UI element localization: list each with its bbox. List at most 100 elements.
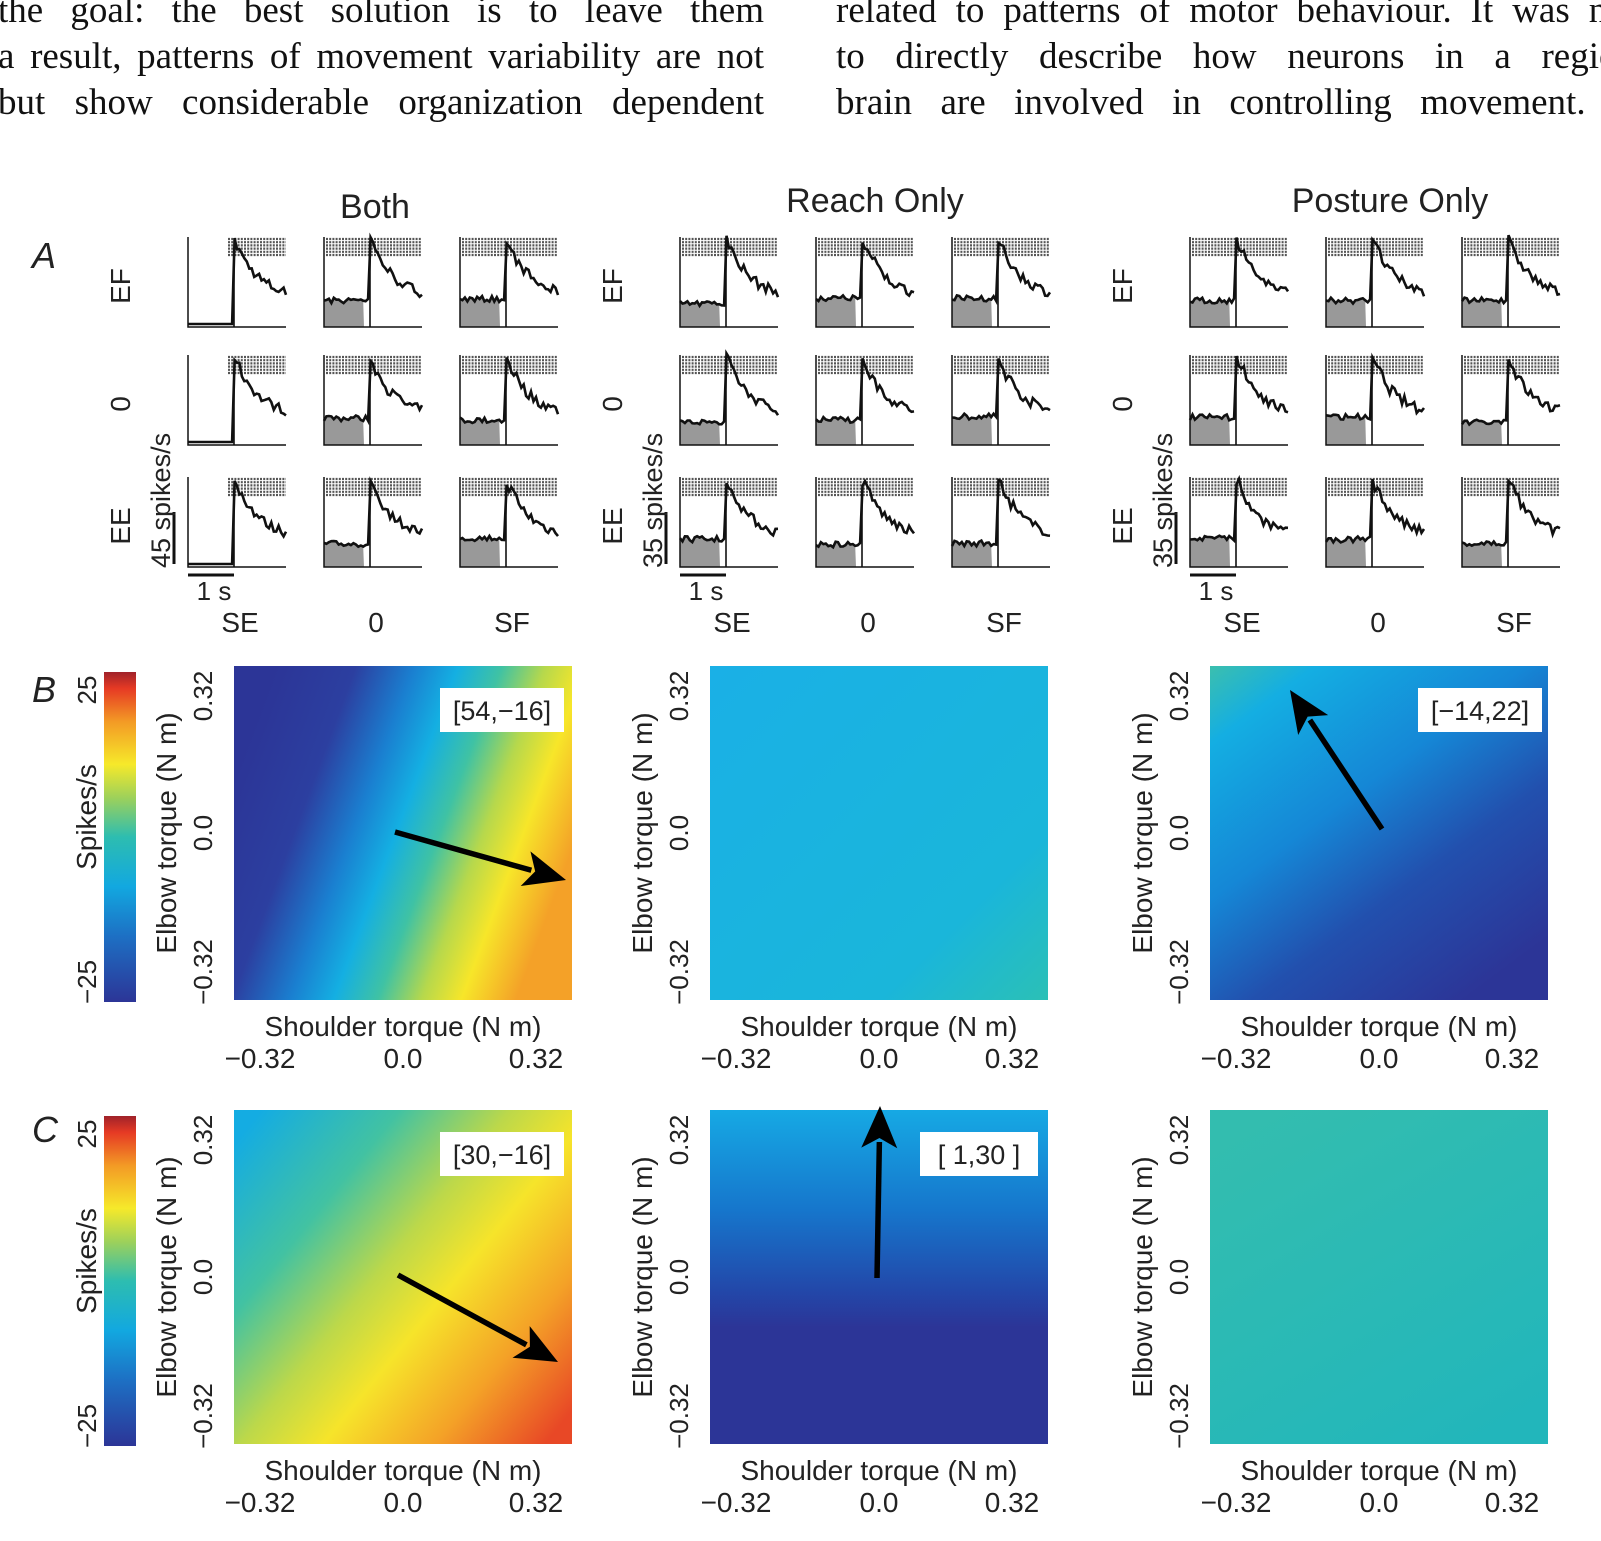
psth-cell [815,477,916,568]
spike-raster [228,355,286,375]
condition-label: 0 [860,607,876,638]
arrow-head [512,1326,558,1362]
y-axis-label: Elbow torque (N m) [627,712,658,953]
time-scale-label: 1 s [689,576,724,606]
baseline-fill [1190,535,1230,567]
row-label: EF [597,268,628,304]
firing-rate-trace [1325,352,1426,422]
x-axis-label: Shoulder torque (N m) [740,1455,1017,1486]
row-label: EE [105,507,136,544]
firing-rate-trace [951,358,1051,422]
y-tick-label: 0.0 [664,815,694,851]
y-tick-label: 0.32 [188,1115,218,1166]
y-tick-label: −0.32 [664,1383,694,1449]
column-title: Reach Only [786,182,964,220]
baseline-fill [952,413,992,445]
x-tick-label: 0.0 [860,1487,899,1518]
psth-axes [679,237,778,328]
psth-axes [1189,237,1288,328]
psth-cell [1460,355,1561,446]
firing-rate-trace [322,357,424,426]
y-tick-label: −0.32 [1164,1383,1194,1449]
psth-axes [1325,355,1424,446]
y-axis-label: Elbow torque (N m) [151,712,182,953]
firing-rate-trace [1460,234,1561,306]
spike-raster [682,237,778,257]
y-tick-label: 0.0 [188,1259,218,1295]
psth-cell [1325,352,1426,446]
psth-axes [187,237,286,328]
x-tick-label: 0.0 [384,1487,423,1518]
tuning-label: [ 1,30 ] [938,1140,1021,1170]
psth-axes [1461,355,1560,446]
psth-axes [951,355,1050,446]
psth-cell [187,237,288,328]
condition-label: SF [986,607,1022,638]
firing-rate-trace [1189,237,1290,306]
x-tick-label: 0.0 [384,1043,423,1074]
row-label: EE [1107,507,1138,544]
x-tick-label: 0.32 [985,1487,1040,1518]
baseline-fill [460,296,500,327]
psth-axes [1189,477,1288,568]
psth-cell [951,237,1052,328]
spike-raster [954,237,1050,257]
y-tick-label: 0.0 [188,815,218,851]
condition-label: SF [1496,607,1532,638]
baseline-fill [680,301,720,327]
psth-cell [815,237,915,328]
spike-raster [682,477,778,497]
psth-cell [1188,355,1289,446]
firing-rate-trace [1325,236,1426,306]
psth-axes [323,237,422,328]
x-tick-label: −0.32 [1201,1043,1272,1074]
psth-cell [679,235,780,328]
baseline-fill [816,295,856,327]
psth-cell [1189,237,1290,328]
firing-rate-trace [459,484,559,543]
firing-rate-trace [459,240,560,305]
firing-rate-trace [1460,359,1561,427]
psth-cell [679,349,780,446]
rate-scale-label: 35 spikes/s [1148,433,1178,568]
firing-rate-trace [815,478,916,550]
rate-scale-label: 35 spikes/s [638,433,668,568]
x-tick-label: 0.32 [509,1043,564,1074]
condition-label: SE [221,607,258,638]
psth-axes [1325,237,1424,328]
arrow-head [861,1106,898,1149]
spike-raster [1464,477,1560,497]
colorbar-max-label: 25 [72,1120,102,1149]
psth-cell [323,232,423,328]
row-label: 0 [597,396,628,412]
tuning-label-box [440,688,564,732]
psth-cell [187,355,287,446]
x-tick-label: 0.0 [860,1043,899,1074]
firing-rate-trace [188,237,288,326]
colorbar [104,1116,136,1446]
time-scale-label: 1 s [1199,576,1234,606]
spike-raster [1464,355,1560,375]
colorbar-max-label: 25 [72,676,102,705]
baseline-fill [816,541,856,567]
spike-raster [1464,237,1560,257]
arrow-head [1290,690,1329,735]
x-tick-label: 0.0 [1360,1487,1399,1518]
psth-axes [815,477,914,568]
row-label: EE [597,507,628,544]
firing-rate-trace [323,232,423,306]
x-tick-label: −0.32 [701,1487,772,1518]
colorbar-label: Spikes/s [71,764,102,870]
psth-cell [1189,474,1289,568]
x-axis-label: Shoulder torque (N m) [264,1011,541,1042]
y-tick-label: −0.32 [188,1383,218,1449]
firing-rate-trace [459,356,560,425]
y-tick-label: −0.32 [664,939,694,1005]
row-label: EF [105,268,136,304]
row-label: 0 [105,396,136,412]
firing-rate-trace [679,349,780,426]
psth-axes [459,477,558,568]
